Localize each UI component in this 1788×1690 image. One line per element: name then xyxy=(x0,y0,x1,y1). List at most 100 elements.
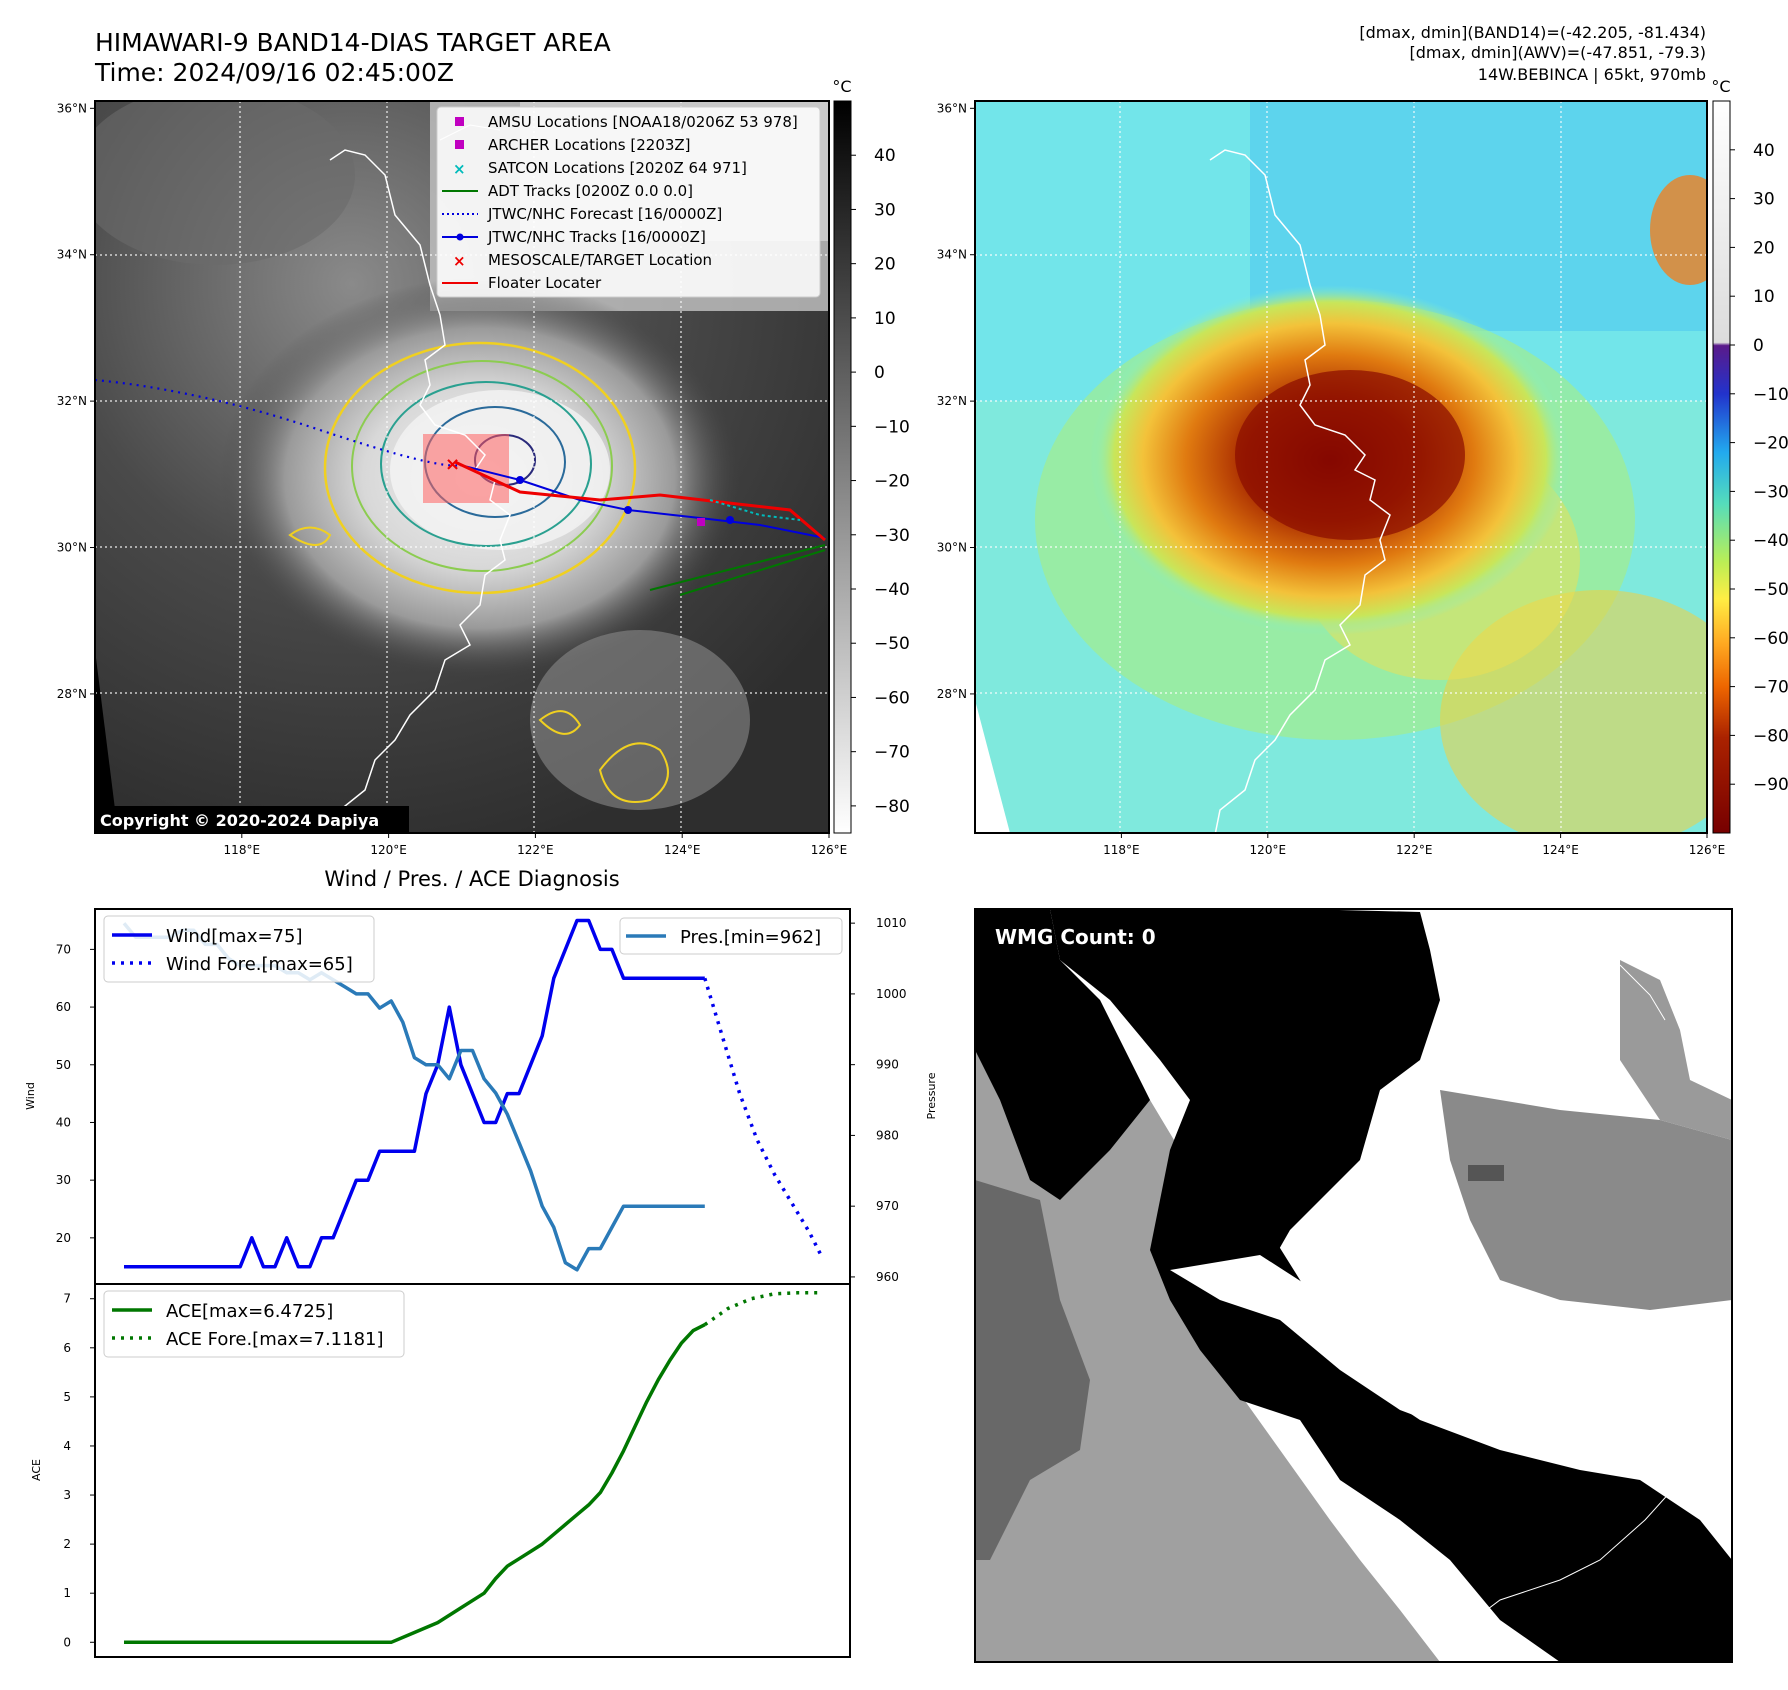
pressure-axis-label: Pressure xyxy=(925,1072,938,1119)
y-right-tick-label: 1000 xyxy=(876,987,907,1001)
lon-tick-label: 122°E xyxy=(1396,843,1433,857)
legend-item: ADT Tracks [0200Z 0.0 0.0] xyxy=(442,182,693,200)
pressure-legend: Pres.[min=962] xyxy=(619,917,843,955)
y-tick-label: 6 xyxy=(63,1341,71,1355)
ace-legend: ACE[max=6.4725] ACE Fore.[max=7.1181] xyxy=(103,1290,405,1358)
legend-label: SATCON Locations [2020Z 64 971] xyxy=(488,159,747,177)
colorbar-tick-label: −30 xyxy=(1753,482,1788,502)
lat-tick-label: 32°N xyxy=(57,394,87,408)
y-tick-label: 0 xyxy=(63,1635,71,1649)
legend-item: × MESOSCALE/TARGET Location xyxy=(453,251,712,270)
legend-item: × SATCON Locations [2020Z 64 971] xyxy=(453,159,747,178)
lat-tick-label: 32°N xyxy=(937,394,967,408)
legend-square-icon xyxy=(455,117,464,126)
y-tick-label: 30 xyxy=(56,1173,71,1187)
y-tick-label: 50 xyxy=(56,1058,71,1072)
legend-item: Floater Locater xyxy=(442,274,602,292)
y-right-tick-label: 990 xyxy=(876,1058,899,1072)
y-tick-label: 2 xyxy=(63,1537,71,1551)
lat-tick-label: 30°N xyxy=(937,541,967,555)
colorbar-tick-label: −80 xyxy=(874,797,910,817)
awv-map: 36°N 34°N 32°N 30°N 28°N 118°E 120°E 122°E 124°E… xyxy=(937,100,1726,857)
colorbar-tick-label: −50 xyxy=(1753,580,1788,600)
colorbar-tick-label: 20 xyxy=(874,255,896,275)
awv-range-info: [dmax, dmin](AWV)=(-47.851, -79.3) xyxy=(1409,43,1706,62)
diagnosis-title: Wind / Pres. / ACE Diagnosis xyxy=(324,867,619,891)
legend-item: ARCHER Locations [2203Z] xyxy=(455,136,691,154)
colorbar-tick-label: −60 xyxy=(1753,629,1788,649)
wmg-count-label: WMG Count: 0 xyxy=(995,925,1156,949)
lat-tick-label: 34°N xyxy=(57,248,87,262)
colorbar-tick-label: 30 xyxy=(874,200,896,220)
legend-item: AMSU Locations [NOAA18/0206Z 53 978] xyxy=(455,113,798,131)
colorbar-tick-label: 10 xyxy=(874,309,896,329)
storm-info: 14W.BEBINCA | 65kt, 970mb xyxy=(1478,65,1706,84)
y-tick-label: 5 xyxy=(63,1390,71,1404)
y-right-tick-label: 1010 xyxy=(876,916,907,930)
lon-tick-label: 120°E xyxy=(1250,843,1287,857)
lon-tick-label: 122°E xyxy=(517,843,554,857)
series-line xyxy=(124,918,705,1269)
legend-label: ARCHER Locations [2203Z] xyxy=(488,136,691,154)
lat-tick-label: 28°N xyxy=(57,687,87,701)
colorbar-tick-label: −20 xyxy=(1753,434,1788,454)
colorbar-tick-label: −60 xyxy=(874,688,910,708)
colorbar-tick-label: −40 xyxy=(1753,531,1788,551)
band14-colorbar-unit: °C xyxy=(832,77,851,96)
figure-time: Time: 2024/09/16 02:45:00Z xyxy=(94,58,454,87)
awv-colorbar-unit: °C xyxy=(1711,77,1730,96)
map-legend: AMSU Locations [NOAA18/0206Z 53 978] ARCH… xyxy=(436,106,821,298)
lat-tick-label: 36°N xyxy=(57,101,87,115)
wmg-panel: WMG Count: 0 xyxy=(974,908,1733,1663)
colorbar-tick-label: 10 xyxy=(1753,287,1775,307)
band14-colorbar: °C 40 30 20 10 0 −10 −20 −30 −40 −50 −60 −70 −80 xyxy=(832,77,910,834)
wind-axis-label: Wind xyxy=(24,1082,37,1110)
y-right-tick-label: 960 xyxy=(876,1270,899,1284)
forecast-series-line xyxy=(703,977,823,1256)
awv-colorbar: °C 40 30 20 10 0 −10 −20 −30 −40 −50 −60 −70 −80 −90 xyxy=(1711,77,1788,834)
legend-label: Floater Locater xyxy=(488,274,602,292)
colorbar-tick-label: 30 xyxy=(1753,190,1775,210)
legend-label: MESOSCALE/TARGET Location xyxy=(488,251,712,269)
wind-legend: Wind[max=75] Wind Fore.[max=65] xyxy=(103,915,375,983)
colorbar-tick-label: −20 xyxy=(874,472,910,492)
colorbar-tick-label: 20 xyxy=(1753,238,1775,258)
y-tick-label: 3 xyxy=(63,1488,71,1502)
lon-tick-label: 126°E xyxy=(1689,843,1726,857)
lon-tick-label: 124°E xyxy=(664,843,701,857)
colorbar-tick-label: 0 xyxy=(1753,336,1764,356)
legend-label: ADT Tracks [0200Z 0.0 0.0] xyxy=(488,182,693,200)
lat-tick-label: 36°N xyxy=(937,101,967,115)
lon-tick-label: 118°E xyxy=(1103,843,1140,857)
legend-label: JTWC/NHC Tracks [16/0000Z] xyxy=(487,228,706,246)
y-tick-label: 20 xyxy=(56,1231,71,1245)
y-tick-label: 60 xyxy=(56,1000,71,1014)
y-tick-label: 40 xyxy=(56,1115,71,1129)
legend-cross-icon: × xyxy=(453,160,466,178)
legend-label: JTWC/NHC Forecast [16/0000Z] xyxy=(487,205,722,223)
legend-label: AMSU Locations [NOAA18/0206Z 53 978] xyxy=(488,113,798,131)
wind-legend-label: Wind[max=75] xyxy=(166,926,303,947)
y-tick-label: 70 xyxy=(56,942,71,956)
lat-tick-label: 34°N xyxy=(937,248,967,262)
ace-forecast-legend-label: ACE Fore.[max=7.1181] xyxy=(166,1329,384,1350)
figure-title: HIMAWARI-9 BAND14-DIAS TARGET AREA xyxy=(95,28,611,57)
colorbar-tick-label: −50 xyxy=(874,634,910,654)
lat-tick-label: 30°N xyxy=(57,541,87,555)
lon-tick-label: 120°E xyxy=(370,843,407,857)
colorbar-tick-label: 40 xyxy=(1753,141,1775,161)
wind-forecast-legend-label: Wind Fore.[max=65] xyxy=(166,954,353,975)
lon-tick-label: 126°E xyxy=(811,843,848,857)
colorbar-tick-label: −30 xyxy=(874,526,910,546)
legend-item: JTWC/NHC Tracks [16/0000Z] xyxy=(442,228,706,246)
y-right-tick-label: 980 xyxy=(876,1128,899,1142)
band14-map: × AMSU Locations [NOAA18/0206Z 53 978] AR… xyxy=(57,100,848,857)
svg-text:×: × xyxy=(445,454,460,475)
lat-tick-label: 28°N xyxy=(937,687,967,701)
legend-square-icon xyxy=(455,140,464,149)
wind-pressure-chart: 20 30 40 50 60 70 960 970 980 990 1000 1010 Wind Pr… xyxy=(24,908,938,1285)
y-tick-label: 4 xyxy=(63,1439,71,1453)
y-right-tick-label: 970 xyxy=(876,1199,899,1213)
y-tick-label: 7 xyxy=(63,1292,71,1306)
colorbar-tick-label: −10 xyxy=(1753,385,1788,405)
